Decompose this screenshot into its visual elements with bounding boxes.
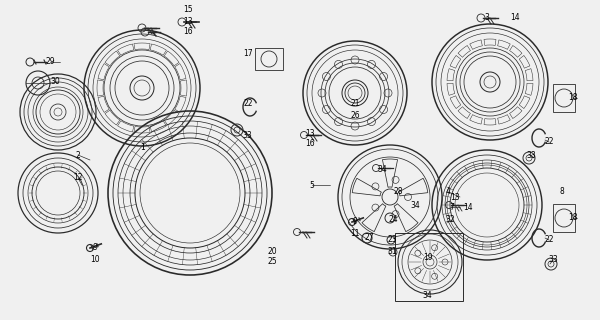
Text: 3: 3	[485, 13, 490, 22]
Text: 9: 9	[92, 244, 97, 252]
Text: 18: 18	[568, 213, 578, 222]
Text: 34: 34	[377, 165, 387, 174]
Text: 5: 5	[310, 180, 314, 189]
Text: 34: 34	[410, 201, 420, 210]
Text: 17: 17	[243, 49, 253, 58]
Text: 15: 15	[183, 5, 193, 14]
Text: 2: 2	[76, 150, 80, 159]
Text: 1: 1	[140, 143, 145, 153]
Text: 22: 22	[544, 236, 554, 244]
Text: 31: 31	[387, 247, 397, 257]
Text: 7: 7	[449, 203, 454, 212]
Text: 30: 30	[50, 77, 60, 86]
Text: 25: 25	[267, 258, 277, 267]
Text: 8: 8	[560, 188, 565, 196]
Text: 22: 22	[243, 99, 253, 108]
Text: 33: 33	[242, 131, 252, 140]
Text: 22: 22	[544, 138, 554, 147]
Text: 16: 16	[183, 28, 193, 36]
Text: 14: 14	[463, 204, 473, 212]
Text: 9: 9	[353, 218, 358, 227]
Text: 13: 13	[183, 18, 193, 27]
Text: 4: 4	[446, 188, 451, 196]
Text: 13: 13	[450, 194, 460, 203]
Text: 33: 33	[548, 255, 558, 265]
Text: 23: 23	[387, 236, 397, 244]
Text: 11: 11	[350, 229, 360, 238]
Text: 32: 32	[445, 215, 455, 225]
Text: 10: 10	[90, 255, 100, 265]
Text: 27: 27	[364, 234, 374, 243]
Text: 19: 19	[423, 252, 433, 261]
Text: 34: 34	[422, 291, 432, 300]
Text: 33: 33	[526, 150, 536, 159]
Text: 28: 28	[393, 188, 403, 196]
Text: 18: 18	[568, 93, 578, 102]
Text: 14: 14	[510, 13, 520, 22]
Text: 24: 24	[388, 215, 398, 225]
Text: 26: 26	[350, 110, 360, 119]
Text: 21: 21	[350, 99, 360, 108]
Text: 20: 20	[267, 247, 277, 257]
Text: 16: 16	[305, 139, 315, 148]
Text: 13: 13	[305, 129, 315, 138]
Text: 12: 12	[73, 173, 83, 182]
Text: 29: 29	[45, 58, 55, 67]
